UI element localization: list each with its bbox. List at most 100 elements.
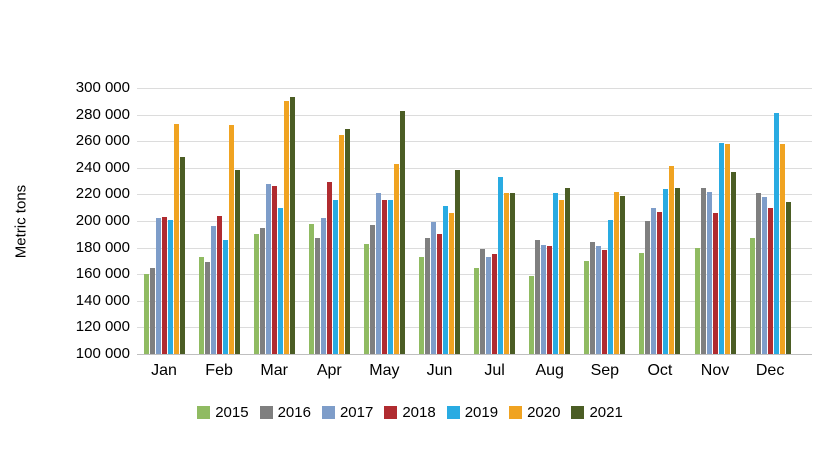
- y-tick-label: 140 000: [75, 291, 130, 309]
- legend-label: 2020: [527, 404, 561, 421]
- bar-2017-Sep: [596, 246, 602, 354]
- gridline: [137, 354, 812, 355]
- bar-2018-May: [381, 200, 387, 354]
- bar-2019-Jun: [443, 206, 448, 354]
- bar-2019-Oct: [663, 189, 669, 354]
- bar-2021-Apr: [344, 129, 350, 354]
- bar-2015-Nov: [694, 248, 700, 354]
- bar-2016-Feb: [204, 262, 210, 354]
- legend-label: 2018: [402, 404, 436, 421]
- bar-2015-Sep: [584, 261, 590, 354]
- month-label: Sep: [590, 362, 620, 379]
- month-label: Oct: [647, 362, 673, 379]
- bar-2021-Sep: [620, 196, 626, 354]
- bar-2015-Mar: [253, 234, 259, 354]
- bar-2016-Mar: [259, 228, 265, 354]
- legend-swatch-icon: [509, 406, 523, 419]
- bar-2021-Jun: [455, 170, 460, 354]
- y-tick-label: 100 000: [75, 345, 130, 362]
- legend-swatch-icon: [384, 406, 398, 419]
- bar-2017-May: [375, 193, 381, 354]
- bar-2018-Sep: [602, 250, 608, 354]
- legend-label: 2015: [215, 404, 249, 421]
- bar-2020-Mar: [283, 101, 289, 354]
- bar-2020-Oct: [669, 166, 675, 354]
- gridline: [137, 141, 812, 143]
- bar-2018-Mar: [271, 186, 277, 354]
- bar-2018-Feb: [216, 216, 222, 354]
- bar-2015-Jun: [419, 257, 424, 354]
- month-label: Jun: [426, 362, 453, 379]
- month-label: Dec: [755, 362, 785, 379]
- bar-2016-Dec: [755, 193, 761, 354]
- chart-legend: 2015 2016 2017 2018 2019 2020 2021: [0, 404, 820, 421]
- bar-2017-Jul: [486, 257, 492, 354]
- y-tick-label: 180 000: [75, 238, 130, 256]
- legend-swatch-icon: [259, 406, 273, 419]
- bar-2016-May: [369, 225, 375, 354]
- y-tick-label: 200 000: [75, 212, 130, 229]
- month-label: Jul: [484, 362, 505, 379]
- bar-2019-Jan: [167, 220, 173, 354]
- month-label: Jan: [151, 362, 177, 379]
- gridline: [137, 194, 812, 196]
- bar-2019-Mar: [277, 208, 283, 354]
- month-label: May: [369, 362, 400, 379]
- month-label: Apr: [316, 362, 342, 379]
- bar-2015-May: [363, 244, 369, 354]
- bar-2020-Jul: [504, 193, 510, 354]
- legend-label: 2019: [464, 404, 499, 421]
- bar-2016-Apr: [314, 238, 320, 354]
- legend-swatch-icon: [321, 406, 335, 419]
- bar-2017-Nov: [706, 192, 712, 354]
- legend-item-2021: 2021: [571, 404, 623, 421]
- y-tick-label: 300 000: [75, 79, 130, 96]
- y-tick-label: 160 000: [75, 265, 130, 283]
- bar-2017-Dec: [761, 197, 767, 354]
- bar-2018-Nov: [712, 213, 718, 354]
- bar-2016-Jan: [149, 268, 155, 354]
- bar-2015-Apr: [308, 224, 314, 354]
- bar-2019-Nov: [718, 143, 724, 354]
- legend-label: 2016: [277, 404, 311, 421]
- bar-2015-Dec: [749, 238, 755, 354]
- bar-2017-Feb: [210, 226, 216, 354]
- y-tick-label: 120 000: [75, 318, 130, 336]
- y-tick-label: 240 000: [75, 158, 130, 176]
- bar-2021-Feb: [234, 170, 240, 354]
- bar-2016-Sep: [590, 242, 596, 354]
- bar-2017-Aug: [541, 245, 547, 354]
- plot-area: [137, 88, 812, 355]
- bar-2015-Jul: [474, 268, 480, 354]
- bar-2020-Dec: [779, 144, 785, 354]
- bar-2019-Apr: [332, 200, 338, 354]
- bar-2019-Dec: [773, 113, 779, 354]
- legend-label: 2017: [339, 404, 374, 421]
- bar-2020-Aug: [559, 200, 565, 354]
- bar-2021-Nov: [730, 172, 736, 354]
- bar-2018-Jul: [492, 254, 498, 354]
- bar-2020-Jan: [173, 124, 179, 354]
- bar-2018-Oct: [657, 212, 663, 354]
- bar-2016-Aug: [535, 240, 541, 354]
- bar-2019-May: [387, 200, 393, 354]
- bar-2020-Sep: [614, 192, 620, 354]
- bar-2017-Mar: [265, 184, 271, 354]
- bar-2016-Nov: [700, 188, 706, 354]
- y-axis-title: Metric tons: [12, 184, 30, 259]
- legend-swatch-icon: [571, 406, 585, 419]
- bar-2016-Jul: [480, 249, 486, 354]
- bar-2017-Jan: [155, 218, 161, 354]
- month-label: Nov: [700, 362, 730, 379]
- bar-2018-Dec: [767, 208, 773, 354]
- bar-2021-Dec: [785, 202, 791, 354]
- legend-item-2020: 2020: [509, 404, 560, 421]
- bar-2018-Aug: [547, 246, 553, 354]
- bar-2015-Feb: [198, 257, 204, 354]
- gridline: [137, 221, 812, 222]
- bar-2015-Jan: [143, 274, 149, 354]
- bar-2018-Jun: [437, 234, 442, 354]
- bar-2016-Oct: [645, 221, 651, 354]
- bar-2020-Jun: [449, 213, 454, 354]
